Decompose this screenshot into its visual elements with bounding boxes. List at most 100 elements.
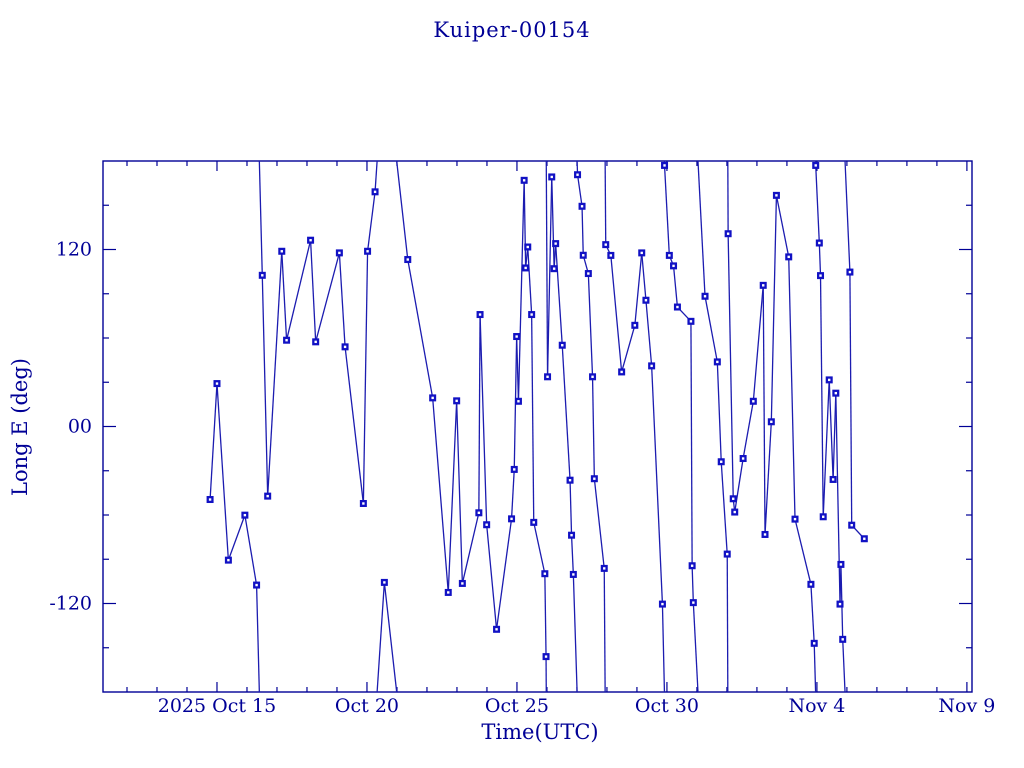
x-tick-label: Nov 9 xyxy=(938,695,995,717)
data-line xyxy=(362,251,369,504)
data-line xyxy=(374,160,378,192)
data-line xyxy=(810,584,815,644)
data-point-marker-center xyxy=(570,534,573,537)
data-line xyxy=(794,518,812,585)
data-line xyxy=(742,401,754,459)
data-line xyxy=(486,524,498,630)
data-point-marker-center xyxy=(544,655,548,658)
data-point-marker-center xyxy=(513,468,516,471)
data-point-marker-center xyxy=(266,494,269,498)
data-point-marker-center xyxy=(285,339,288,342)
data-point-marker-center xyxy=(215,382,219,385)
data-line xyxy=(569,480,573,536)
data-line xyxy=(610,255,623,372)
data-point-marker-center xyxy=(510,517,513,521)
data-line xyxy=(587,273,594,377)
data-line xyxy=(209,383,218,500)
data-line xyxy=(546,176,553,377)
data-point-marker-center xyxy=(650,364,653,368)
data-line xyxy=(726,554,729,693)
data-line xyxy=(593,478,605,569)
data-line xyxy=(815,165,820,244)
data-point-marker-center xyxy=(604,243,607,246)
data-line xyxy=(267,251,283,497)
data-line xyxy=(456,400,464,584)
data-point-marker-center xyxy=(726,232,730,235)
data-line xyxy=(461,512,480,584)
data-line xyxy=(775,195,790,258)
data-point-marker-center xyxy=(477,511,481,514)
data-line xyxy=(762,285,766,535)
data-line xyxy=(788,256,796,520)
data-point-marker-center xyxy=(243,513,247,517)
data-point-marker-center xyxy=(720,460,723,463)
data-line xyxy=(822,379,830,517)
data-point-marker-center xyxy=(587,272,590,275)
data-point-marker-center xyxy=(775,194,778,197)
data-point-marker-center xyxy=(227,558,230,562)
data-line xyxy=(261,275,269,497)
data-line xyxy=(255,585,260,693)
data-line xyxy=(344,346,365,504)
data-point-marker-center xyxy=(809,583,813,586)
data-line xyxy=(285,240,312,341)
data-point-marker-center xyxy=(672,264,675,268)
data-line xyxy=(844,160,851,273)
data-point-marker-center xyxy=(550,175,553,179)
data-line xyxy=(315,252,341,343)
data-point-marker-center xyxy=(515,335,518,338)
data-point-marker-center xyxy=(733,510,736,514)
data-line xyxy=(842,639,846,693)
data-point-marker-center xyxy=(461,582,464,585)
data-point-marker-center xyxy=(314,340,317,344)
data-line xyxy=(281,251,288,341)
data-point-marker-center xyxy=(406,258,409,261)
data-point-marker-center xyxy=(280,250,283,253)
data-line xyxy=(366,191,376,252)
data-line xyxy=(544,573,547,657)
y-tick-label: 120 xyxy=(56,239,92,261)
data-line xyxy=(621,325,636,373)
data-line xyxy=(478,314,481,513)
data-line xyxy=(531,314,535,523)
data-point-marker-center xyxy=(831,478,835,481)
chart-title: Kuiper-00154 xyxy=(433,18,591,42)
data-point-marker-center xyxy=(663,164,666,167)
data-line xyxy=(828,379,834,480)
data-line xyxy=(227,514,246,561)
data-point-marker-center xyxy=(524,266,527,270)
data-point-marker-center xyxy=(752,400,755,403)
data-line xyxy=(576,174,583,207)
data-point-marker-center xyxy=(582,254,585,257)
y-axis-label: Long E (deg) xyxy=(8,358,32,496)
data-line xyxy=(727,233,734,499)
data-point-marker-center xyxy=(591,375,594,378)
data-line xyxy=(650,365,664,605)
x-tick-label: Nov 4 xyxy=(788,695,845,717)
data-line xyxy=(495,518,513,630)
data-line xyxy=(690,321,693,566)
data-point-marker-center xyxy=(362,502,365,505)
data-line xyxy=(216,383,230,561)
data-point-marker-center xyxy=(726,552,729,556)
data-line xyxy=(517,180,525,402)
data-point-marker-center xyxy=(603,567,606,570)
data-point-marker-center xyxy=(546,375,549,378)
data-line xyxy=(663,165,670,256)
data-point-marker-center xyxy=(793,517,797,521)
data-line xyxy=(697,160,706,297)
data-line xyxy=(258,160,263,276)
data-line xyxy=(407,259,434,399)
x-tick-label: Oct 30 xyxy=(635,695,699,717)
data-point-marker-center xyxy=(338,251,341,255)
data-point-marker-center xyxy=(716,360,719,364)
data-line xyxy=(376,582,386,693)
data-point-marker-center xyxy=(478,313,482,316)
data-point-marker-center xyxy=(522,179,526,182)
x-tick-label: Oct 20 xyxy=(335,695,399,717)
data-point-marker-center xyxy=(819,274,822,277)
data-line xyxy=(338,252,346,347)
data-line xyxy=(752,285,764,402)
data-point-marker-center xyxy=(640,251,643,255)
